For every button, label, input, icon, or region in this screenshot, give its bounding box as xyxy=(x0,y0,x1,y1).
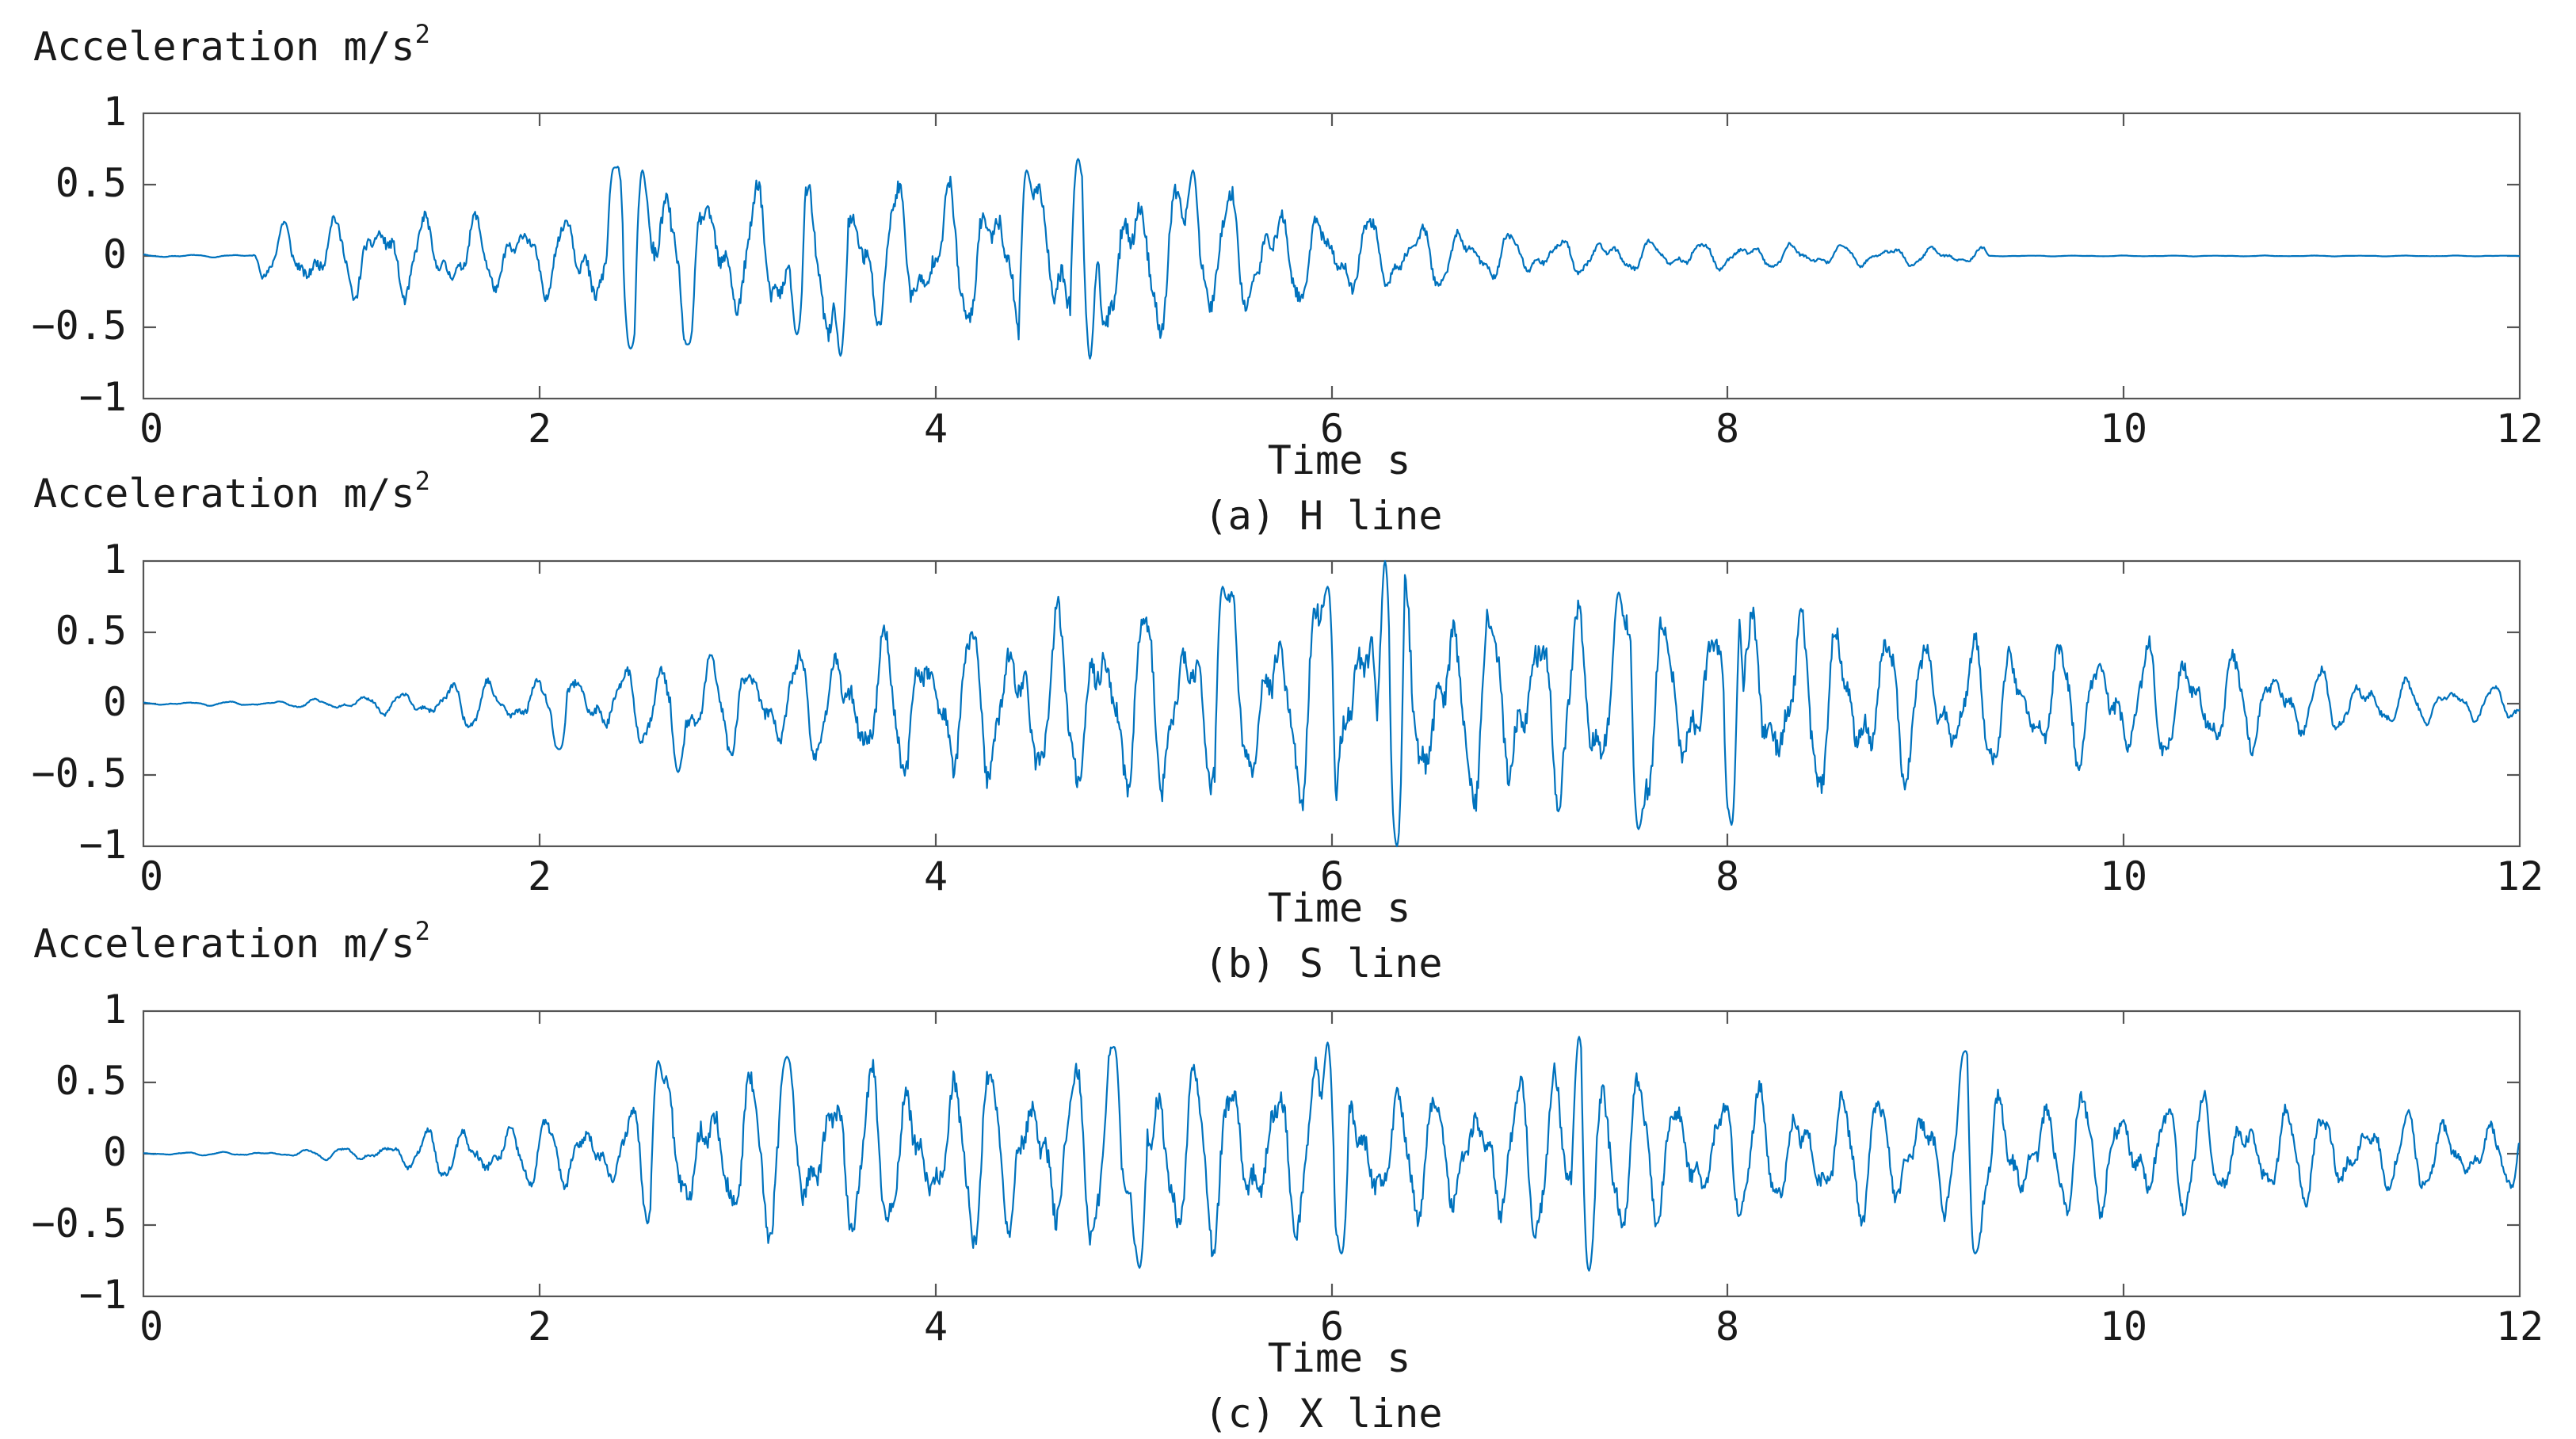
panel-s-line: Acceleration m/s2 1 0.5 0 −0.5 −1 0 2 4 … xyxy=(32,466,2544,987)
x-tick-label: 12 xyxy=(2496,1303,2544,1349)
y-tick-label: 1 xyxy=(103,536,127,582)
y-tick-label: 0.5 xyxy=(55,160,127,206)
y-tick-label: 0 xyxy=(103,1129,127,1175)
x-tick-label: 12 xyxy=(2496,853,2544,899)
x-tick-label: 6 xyxy=(1320,853,1344,899)
y-tick-label: 1 xyxy=(103,89,127,135)
panel-caption-b: (b) S line xyxy=(1204,941,1442,987)
x-tick-label: 8 xyxy=(1715,406,1739,452)
x-tick-label: 0 xyxy=(139,406,163,452)
x-tick-label: 12 xyxy=(2496,406,2544,452)
x-tick-label: 4 xyxy=(924,406,948,452)
y-tick-label: 0 xyxy=(103,231,127,277)
y-tick-label: −1 xyxy=(79,374,127,420)
x-tick-label: 8 xyxy=(1715,1303,1739,1349)
y-ticks-c: 1 0.5 0 −0.5 −1 xyxy=(32,987,2520,1318)
panel-caption-a: (a) H line xyxy=(1204,493,1442,539)
y-tick-label: −0.5 xyxy=(32,750,127,796)
x-ticks-b: 0 2 4 6 8 10 12 xyxy=(139,561,2544,899)
y-tick-label: −0.5 xyxy=(32,303,127,349)
x-tick-label: 10 xyxy=(2100,406,2147,452)
series-line-h xyxy=(143,158,2520,360)
panel-caption-c: (c) X line xyxy=(1204,1391,1442,1437)
x-tick-label: 0 xyxy=(139,1303,163,1349)
y-tick-label: −1 xyxy=(79,822,127,868)
x-tick-label: 2 xyxy=(528,406,551,452)
x-tick-label: 2 xyxy=(528,853,551,899)
x-axis-label-c: Time s xyxy=(1268,1335,1411,1381)
x-tick-label: 6 xyxy=(1320,1303,1344,1349)
x-tick-label: 10 xyxy=(2100,1303,2147,1349)
y-ticks-b: 1 0.5 0 −0.5 −1 xyxy=(32,536,2520,868)
y-tick-label: −1 xyxy=(79,1272,127,1318)
y-tick-label: 0.5 xyxy=(55,1058,127,1104)
x-axis-label-b: Time s xyxy=(1268,885,1411,931)
y-ticks-a: 1 0.5 0 −0.5 −1 xyxy=(32,89,2520,420)
plot-frame-c xyxy=(142,1010,2521,1298)
y-tick-label: 0.5 xyxy=(55,608,127,654)
x-tick-label: 4 xyxy=(924,1303,948,1349)
panel-h-line: Acceleration m/s2 1 0.5 0 −0.5 −1 0 2 4 … xyxy=(32,19,2544,539)
series-line-x xyxy=(143,1036,2521,1272)
x-ticks-c: 0 2 4 6 8 10 12 xyxy=(139,1011,2544,1349)
y-axis-label-b: Acceleration m/s2 xyxy=(33,466,430,517)
x-tick-label: 10 xyxy=(2100,853,2147,899)
y-axis-label-a: Acceleration m/s2 xyxy=(33,19,430,70)
x-ticks-a: 0 2 4 6 8 10 12 xyxy=(139,113,2544,452)
x-axis-label-a: Time s xyxy=(1268,437,1411,483)
x-tick-label: 8 xyxy=(1715,853,1739,899)
y-tick-label: 0 xyxy=(103,679,127,725)
panel-x-line: Acceleration m/s2 1 0.5 0 −0.5 −1 0 2 4 … xyxy=(32,916,2544,1437)
y-tick-label: 1 xyxy=(103,987,127,1032)
x-tick-label: 2 xyxy=(528,1303,551,1349)
x-tick-label: 4 xyxy=(924,853,948,899)
x-tick-label: 0 xyxy=(139,853,163,899)
series-line-s xyxy=(143,559,2521,848)
y-axis-label-c: Acceleration m/s2 xyxy=(33,916,430,967)
x-tick-label: 6 xyxy=(1320,406,1344,452)
y-tick-label: −0.5 xyxy=(32,1200,127,1246)
